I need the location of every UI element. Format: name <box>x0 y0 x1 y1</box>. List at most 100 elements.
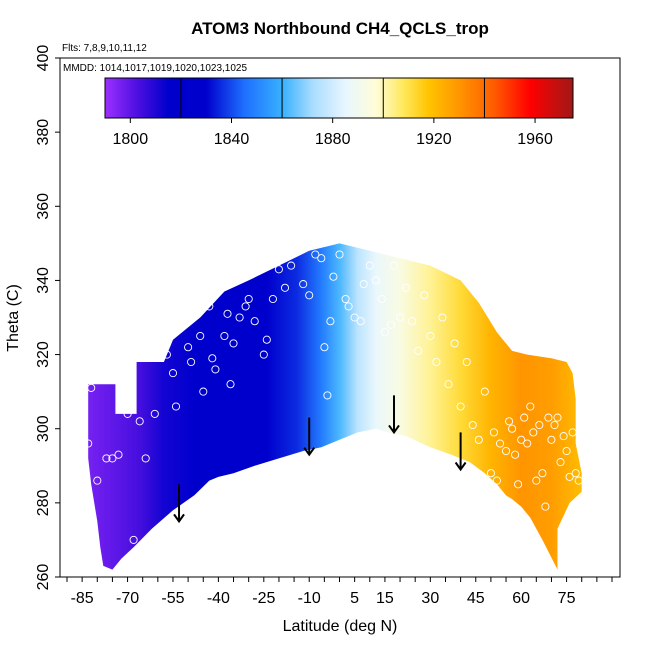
sample-point <box>565 472 574 481</box>
sample-point <box>335 250 344 259</box>
x-tick-label: 75 <box>558 590 576 607</box>
y-axis-label: Theta (C) <box>5 284 22 352</box>
y-tick-label: 340 <box>35 267 52 294</box>
sample-point <box>150 409 159 418</box>
sample-point <box>492 476 501 485</box>
sample-point <box>556 458 565 467</box>
sample-point <box>262 335 271 344</box>
down-arrow <box>173 484 185 524</box>
sample-point <box>508 424 517 433</box>
sample-point <box>135 417 144 426</box>
sample-point <box>187 357 196 367</box>
flights-subtitle: Flts: 7,8,9,10,11,12 <box>62 43 147 54</box>
y-tick-label: 320 <box>35 341 52 368</box>
sample-point <box>259 350 268 359</box>
colorbar-tick-label: 1920 <box>416 131 452 148</box>
sample-point <box>562 446 571 456</box>
sample-point <box>268 294 277 304</box>
sample-point <box>317 254 326 263</box>
sample-point <box>305 291 314 300</box>
sample-point <box>408 317 417 326</box>
sample-point <box>414 346 423 355</box>
sample-point <box>386 320 396 329</box>
sample-point <box>359 280 368 289</box>
sample-point <box>229 339 238 348</box>
sample-point <box>280 283 290 292</box>
y-tick-label: 380 <box>35 119 52 146</box>
sample-point <box>84 439 93 448</box>
x-tick-label: 15 <box>376 590 394 607</box>
colorbar-tick-label: 1840 <box>214 131 250 148</box>
sample-point <box>220 331 229 341</box>
sample-point <box>341 294 350 304</box>
y-tick-label: 300 <box>35 415 52 442</box>
field-shape <box>88 243 582 570</box>
sample-point <box>486 469 495 478</box>
sample-point <box>526 402 535 411</box>
sample-point <box>274 265 283 274</box>
sample-point <box>105 569 114 577</box>
sample-point <box>535 420 544 430</box>
x-tick-label: -85 <box>71 590 94 607</box>
sample-point <box>501 446 511 456</box>
sample-point <box>108 454 117 463</box>
sample-point <box>520 413 529 422</box>
sample-point <box>211 365 220 374</box>
sample-point <box>523 439 532 448</box>
sample-point <box>162 350 171 359</box>
x-tick-label: -40 <box>207 590 230 607</box>
sample-point <box>550 420 559 430</box>
sample-point <box>129 535 138 544</box>
sample-point <box>141 454 150 463</box>
sample-point <box>396 313 405 322</box>
y-axis: 260 280 300 320 340 360 380 400 <box>35 45 60 590</box>
sample-point <box>87 383 96 392</box>
down-arrow <box>454 432 467 472</box>
y-tick-label: 280 <box>35 489 52 516</box>
sample-point <box>241 302 250 311</box>
sample-point <box>350 313 359 322</box>
sample-point <box>559 432 568 441</box>
sample-point <box>326 317 335 326</box>
sample-point <box>495 439 505 448</box>
sample-point <box>462 357 471 367</box>
sample-point <box>250 317 259 326</box>
colorbar-tick-label: 1800 <box>113 131 149 148</box>
sample-point <box>235 313 244 322</box>
colorbar-tick-label: 1880 <box>315 131 351 148</box>
sample-point <box>323 391 332 400</box>
sample-point <box>568 428 577 437</box>
sample-point <box>456 402 465 411</box>
down-arrow <box>388 395 400 435</box>
sample-point <box>380 328 389 337</box>
sample-point <box>438 313 447 322</box>
sample-point <box>489 428 498 437</box>
x-axis-label: Latitude (deg N) <box>283 618 398 635</box>
sample-point <box>553 413 562 422</box>
sample-point <box>532 476 541 485</box>
sample-point <box>511 450 520 459</box>
sample-point <box>287 261 296 270</box>
sample-point <box>114 450 123 459</box>
x-tick-label: -55 <box>161 590 184 607</box>
sample-point <box>311 250 320 259</box>
sample-point <box>547 435 556 444</box>
x-tick-label: 60 <box>512 590 530 607</box>
sample-point <box>208 354 217 363</box>
direction-arrows <box>173 395 467 524</box>
sample-point <box>480 387 489 396</box>
sample-point <box>426 331 435 341</box>
colorbar-frame <box>104 77 574 119</box>
sample-point <box>102 454 111 463</box>
sample-point <box>223 309 232 318</box>
sample-point <box>320 343 329 352</box>
sample-point <box>244 294 253 304</box>
sample-point <box>517 435 526 444</box>
sample-point <box>571 469 580 478</box>
down-arrow <box>303 417 316 457</box>
x-tick-label: 5 <box>350 590 359 607</box>
sample-point <box>371 276 380 285</box>
sample-point <box>420 291 429 300</box>
x-tick-label: -25 <box>252 590 275 607</box>
